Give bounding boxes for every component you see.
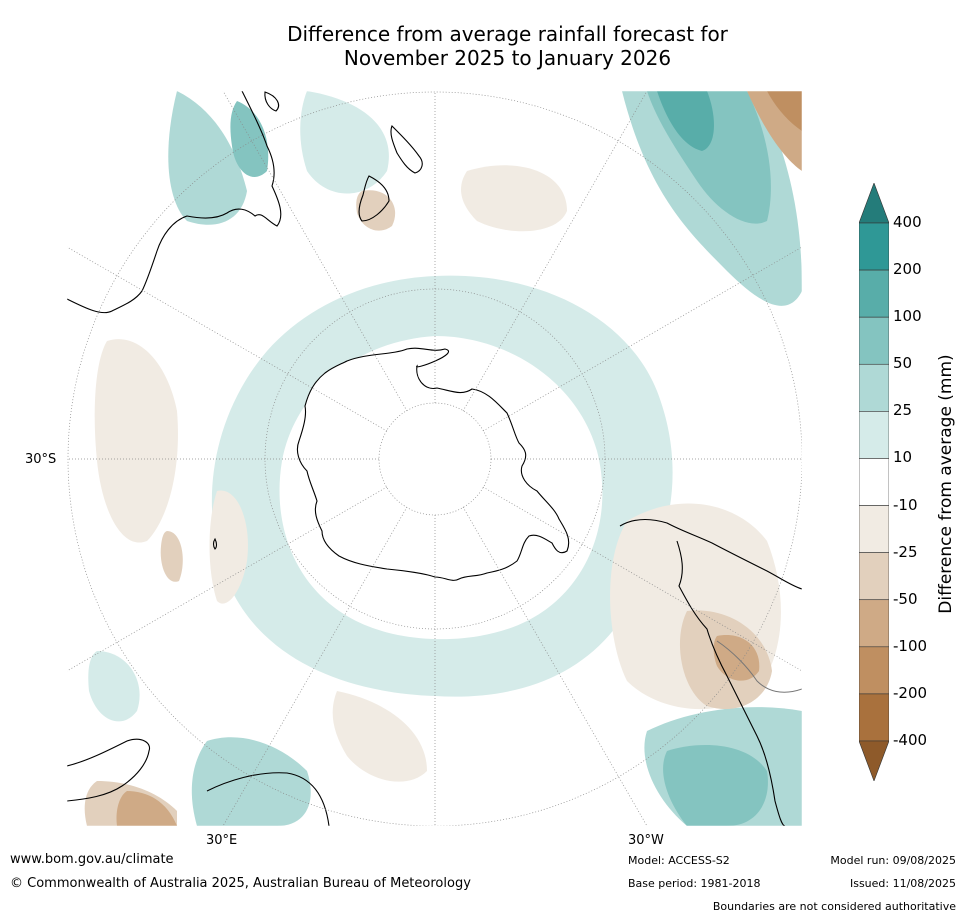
meridian-60w <box>482 486 802 672</box>
wet-patch-6 <box>88 651 140 722</box>
colorbar-tick-label: 100 <box>893 307 922 326</box>
dry-patch-3 <box>461 165 567 232</box>
title-line-2: November 2025 to January 2026 <box>343 46 672 70</box>
colorbar-segment <box>858 411 890 459</box>
colorbar-segment <box>858 269 890 318</box>
colorbar <box>858 182 890 782</box>
title-line-1: Difference from average rainfall forecas… <box>287 22 728 46</box>
wet-ring-antarctica <box>211 275 673 697</box>
colorbar-segment <box>858 316 890 365</box>
wet-patch-5 <box>300 91 389 194</box>
tasmania-outline <box>264 91 280 112</box>
colorbar-tick-label: -400 <box>893 731 928 749</box>
dry-patch-5 <box>332 691 427 782</box>
footer-model: Model: ACCESS-S2 <box>628 854 730 867</box>
colorbar-tick-label: -100 <box>893 636 928 655</box>
latitude-circle-30s <box>67 91 802 826</box>
wet-strong-3 <box>230 101 269 177</box>
south-america-border <box>716 640 802 693</box>
colorbar-segment <box>858 222 890 271</box>
footer-copyright: © Commonwealth of Australia 2025, Austra… <box>10 876 471 891</box>
dry-strong-3 <box>116 791 177 826</box>
map-svg <box>66 90 803 827</box>
dry-heavy-1 <box>767 91 802 131</box>
dry-med-3 <box>160 531 183 582</box>
colorbar-tick-label: -50 <box>893 589 918 608</box>
footer-disclaimer: Boundaries are not considered authoritat… <box>712 900 956 913</box>
colorbar-tick-label: 25 <box>893 401 913 420</box>
footer-model-run: Model run: 09/08/2025 <box>830 854 956 867</box>
colorbar-tick-label: 400 <box>893 213 922 231</box>
colorbar-segment <box>858 458 890 506</box>
australia-coastline <box>67 91 282 314</box>
longitude-label-30e: 30°E <box>206 833 238 848</box>
madagascar-outline <box>212 537 218 550</box>
colorbar-tick-label: -10 <box>893 495 918 514</box>
colorbar-extend-top <box>858 182 890 224</box>
latitude-label-30s: 30°S <box>25 452 57 467</box>
africa-coastline <box>67 738 330 826</box>
colorbar-segment <box>858 646 890 695</box>
footer-issued: Issued: 11/08/2025 <box>849 877 956 890</box>
graticule <box>67 91 802 826</box>
footer-website: www.bom.gov.au/climate <box>10 852 174 867</box>
meridian-30w <box>462 506 648 826</box>
colorbar-segment <box>858 693 890 742</box>
south-america-coastline <box>619 518 802 826</box>
new-zealand-outline <box>358 125 423 222</box>
longitude-label-30w: 30°W <box>628 833 664 848</box>
colorbar-segment <box>858 363 890 412</box>
rainfall-anomaly-map <box>66 90 803 827</box>
colorbar-extend-bottom <box>858 740 890 782</box>
colorbar-svg <box>858 182 890 782</box>
footer-base-period: Base period: 1981-2018 <box>628 877 761 890</box>
meridian-30e <box>222 506 408 826</box>
colorbar-segment <box>858 599 890 648</box>
wet-patch-4 <box>191 737 311 826</box>
wet-heavy-1 <box>657 91 714 151</box>
colorbar-tick-label: 200 <box>893 260 922 279</box>
colorbar-tick-label: -25 <box>893 542 918 561</box>
colorbar-segment <box>858 552 890 601</box>
colorbar-title: Difference from average (mm) <box>936 354 956 614</box>
dry-patch-2 <box>209 490 248 604</box>
dry-patch-1 <box>94 339 178 543</box>
colorbar-tick-label: 10 <box>893 448 913 467</box>
chart-title: Difference from average rainfall forecas… <box>0 22 965 70</box>
wet-strong-2 <box>663 745 768 826</box>
colorbar-tick-label: 50 <box>893 354 913 373</box>
antarctica-land <box>296 347 570 581</box>
colorbar-segment <box>858 505 890 553</box>
meridian-120w <box>482 246 802 432</box>
colorbar-tick-label: -200 <box>893 683 928 702</box>
wet-patch-1 <box>168 91 247 225</box>
